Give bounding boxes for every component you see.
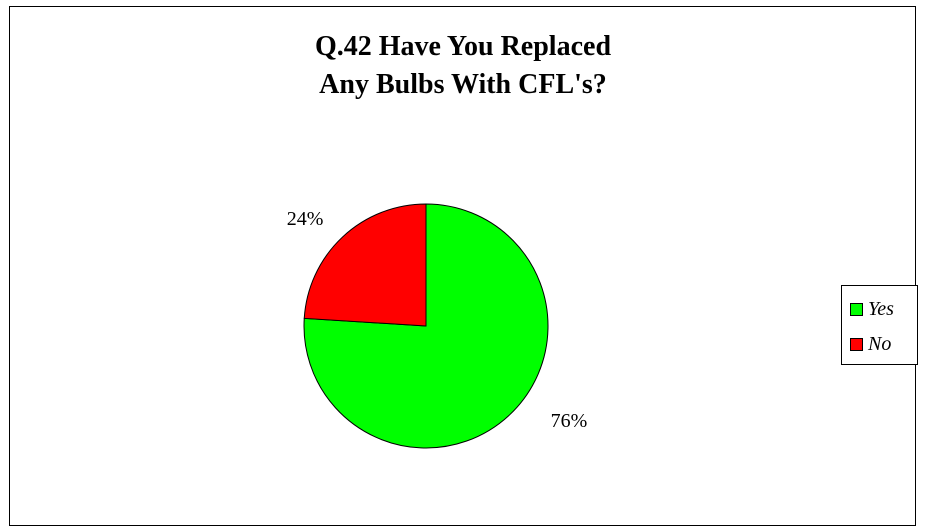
legend-item-yes: Yes: [850, 297, 894, 321]
legend-swatch-no: [850, 337, 863, 351]
chart-legend: Yes No: [841, 285, 918, 365]
chart-title-line-2: Any Bulbs With CFL's?: [319, 69, 607, 100]
legend-swatch-yes: [850, 302, 863, 316]
pie-chart: 76% 24%: [287, 203, 588, 449]
data-label-yes: 76%: [551, 410, 588, 432]
data-label-no: 24%: [287, 208, 324, 230]
legend-label-no: No: [868, 332, 892, 355]
legend-label-yes: Yes: [868, 297, 894, 320]
legend-item-no: No: [850, 332, 891, 356]
pie-slice-no: [303, 203, 427, 327]
chart-title: Q.42 Have You Replaced Any Bulbs With CF…: [0, 28, 926, 104]
chart-title-line-1: Q.42 Have You Replaced: [314, 31, 612, 62]
